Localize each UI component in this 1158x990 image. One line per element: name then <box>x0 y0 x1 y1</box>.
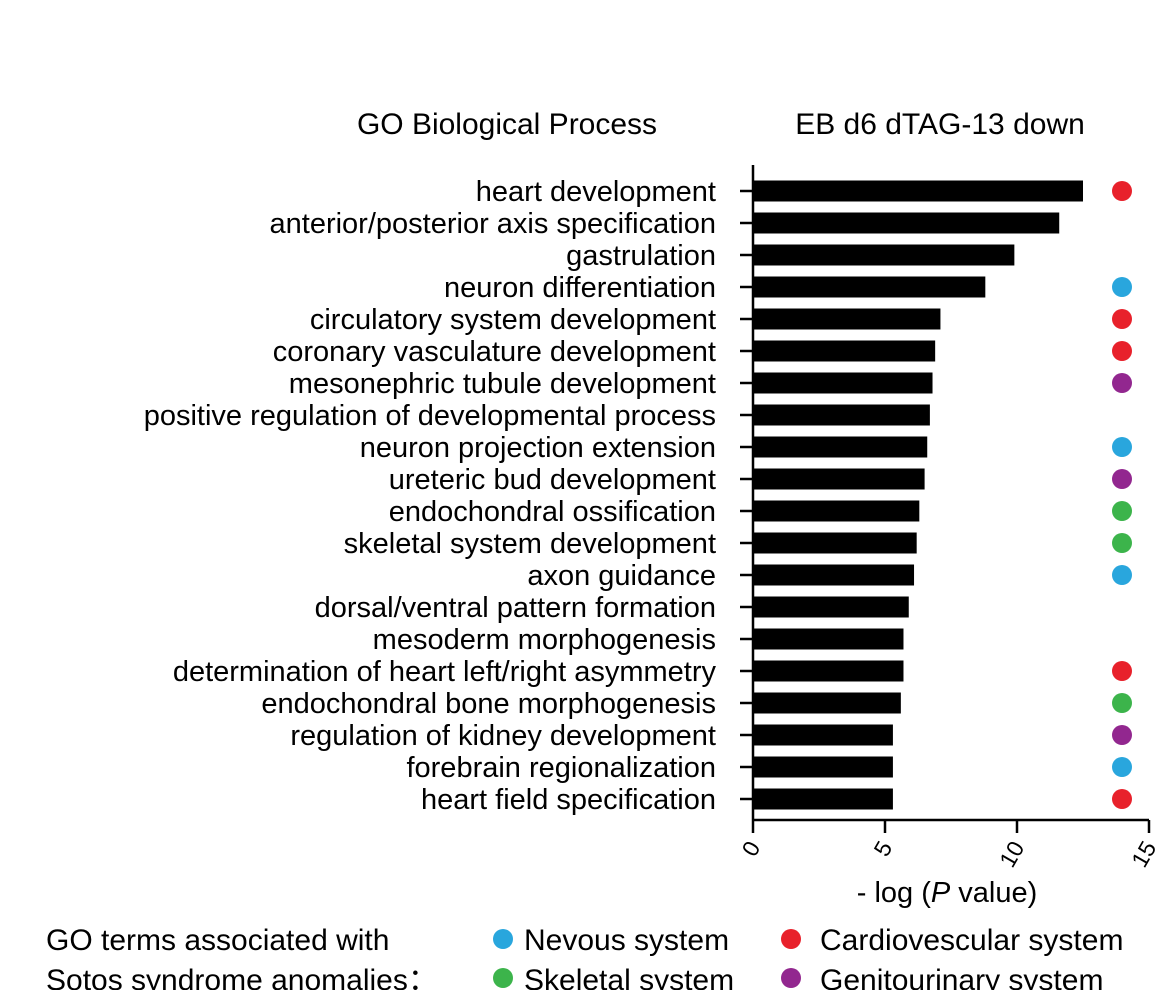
system-dot-skeletal <box>1112 501 1132 521</box>
category-label: neuron differentiation <box>444 272 716 304</box>
category-label: positive regulation of developmental pro… <box>144 400 716 432</box>
category-label: endochondral bone morphogenesis <box>261 688 716 720</box>
x-tick-label: 10 <box>994 837 1029 872</box>
system-dot-cardio <box>1112 789 1132 809</box>
bar <box>753 372 933 394</box>
left-header-title: GO Biological Process <box>357 108 657 141</box>
category-label: mesoderm morphogenesis <box>373 624 716 656</box>
bar <box>753 532 917 554</box>
category-label: ureteric bud development <box>389 464 716 496</box>
category-label: gastrulation <box>566 240 716 272</box>
system-dot-nervous <box>1112 757 1132 777</box>
bar <box>753 276 986 298</box>
category-label: forebrain regionalization <box>406 752 716 784</box>
bar <box>753 500 920 522</box>
y-tick-marks <box>740 189 753 801</box>
bar <box>753 724 893 746</box>
system-dot-genito <box>1112 469 1132 489</box>
bar <box>753 308 941 330</box>
system-dot-genito <box>1112 373 1132 393</box>
legend-nervous-dot <box>493 929 513 949</box>
bar <box>753 596 909 618</box>
system-dot-nervous <box>1112 565 1132 585</box>
legend-cardio-label: Cardiovescular system <box>820 924 1123 957</box>
legend-nervous-label: Nevous system <box>524 924 729 957</box>
system-dot-genito <box>1112 725 1132 745</box>
bar <box>753 660 904 682</box>
category-label: axon guidance <box>527 560 716 592</box>
bars <box>753 180 1083 810</box>
right-header-title: EB d6 dTAG-13 down <box>795 108 1085 141</box>
bar <box>753 788 893 810</box>
bar <box>753 628 904 650</box>
category-label: coronary vasculature development <box>273 336 716 368</box>
legend: GO terms associated with Sotos syndrome … <box>46 924 1123 990</box>
category-label: skeletal system development <box>344 528 716 560</box>
category-label: heart development <box>476 176 716 208</box>
x-ticks: 0 5 10 15 <box>736 820 1158 872</box>
system-dot-skeletal <box>1112 693 1132 713</box>
legend-genito-dot <box>781 968 801 988</box>
x-tick-label: 5 <box>868 837 897 861</box>
x-tick-label: 15 <box>1126 837 1158 872</box>
bar <box>753 180 1083 202</box>
legend-genito-label: Genitourinary system <box>820 964 1103 990</box>
legend-skeletal-dot <box>493 968 513 988</box>
system-dot-cardio <box>1112 341 1132 361</box>
system-dot-cardio <box>1112 181 1132 201</box>
bar <box>753 756 893 778</box>
bar <box>753 692 901 714</box>
x-tick-label: 0 <box>736 837 765 861</box>
category-label: neuron projection extension <box>360 432 716 464</box>
legend-skeletal-label: Skeletal system <box>524 964 734 990</box>
bar <box>753 244 1015 266</box>
bar <box>753 468 925 490</box>
bar <box>753 564 915 586</box>
category-label: heart field specification <box>421 784 716 816</box>
category-label: anterior/posterior axis specification <box>270 208 716 240</box>
legend-title-line1: GO terms associated with <box>46 924 389 957</box>
bar <box>753 340 936 362</box>
system-dot-cardio <box>1112 309 1132 329</box>
category-label: circulatory system development <box>310 304 716 336</box>
system-dot-skeletal <box>1112 533 1132 553</box>
system-dot-nervous <box>1112 277 1132 297</box>
bar <box>753 212 1060 234</box>
bar <box>753 404 930 426</box>
legend-cardio-dot <box>781 929 801 949</box>
category-label: determination of heart left/right asymme… <box>173 656 717 688</box>
category-label: regulation of kidney development <box>290 720 716 752</box>
x-axis-label: - log (P value) <box>857 877 1038 909</box>
bar <box>753 436 928 458</box>
category-label: mesonephric tubule development <box>289 368 716 400</box>
legend-title-line2: Sotos syndrome anomalies： <box>46 964 438 990</box>
system-dot-nervous <box>1112 437 1132 457</box>
system-dots <box>1112 181 1132 809</box>
system-dot-cardio <box>1112 661 1132 681</box>
category-label: endochondral ossification <box>389 496 716 528</box>
category-label: dorsal/ventral pattern formation <box>315 592 716 624</box>
